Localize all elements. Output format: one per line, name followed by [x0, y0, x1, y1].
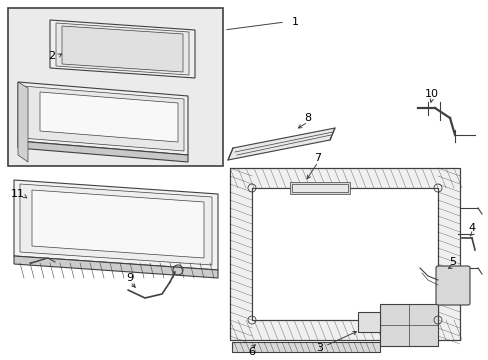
Bar [379, 304, 437, 346]
Polygon shape [22, 86, 183, 151]
Text: 8: 8 [304, 113, 311, 123]
Text: 5: 5 [448, 257, 456, 267]
Polygon shape [289, 182, 349, 194]
Polygon shape [62, 26, 183, 72]
Polygon shape [291, 184, 347, 192]
Text: 4: 4 [468, 223, 475, 233]
Text: 3: 3 [316, 343, 323, 353]
Polygon shape [231, 342, 379, 352]
Polygon shape [18, 141, 187, 162]
Polygon shape [56, 23, 189, 75]
Text: 10: 10 [424, 89, 438, 99]
Bar [229, 168, 459, 340]
Polygon shape [32, 190, 203, 258]
Text: 9: 9 [126, 273, 133, 283]
Text: 1: 1 [291, 17, 298, 27]
Polygon shape [20, 184, 212, 265]
Text: 2: 2 [48, 51, 56, 61]
FancyBboxPatch shape [435, 266, 469, 305]
Polygon shape [50, 20, 195, 78]
Text: 11: 11 [11, 189, 25, 199]
Text: 7: 7 [314, 153, 321, 163]
Polygon shape [18, 82, 28, 162]
Bar [357, 312, 379, 332]
Bar [229, 168, 459, 340]
Polygon shape [18, 82, 187, 155]
Polygon shape [227, 128, 334, 160]
Polygon shape [14, 256, 218, 278]
Bar [251, 188, 437, 320]
Polygon shape [40, 92, 178, 142]
Text: 6: 6 [248, 347, 255, 357]
Bar [251, 188, 437, 320]
Bar [8, 8, 223, 166]
Polygon shape [14, 180, 218, 270]
